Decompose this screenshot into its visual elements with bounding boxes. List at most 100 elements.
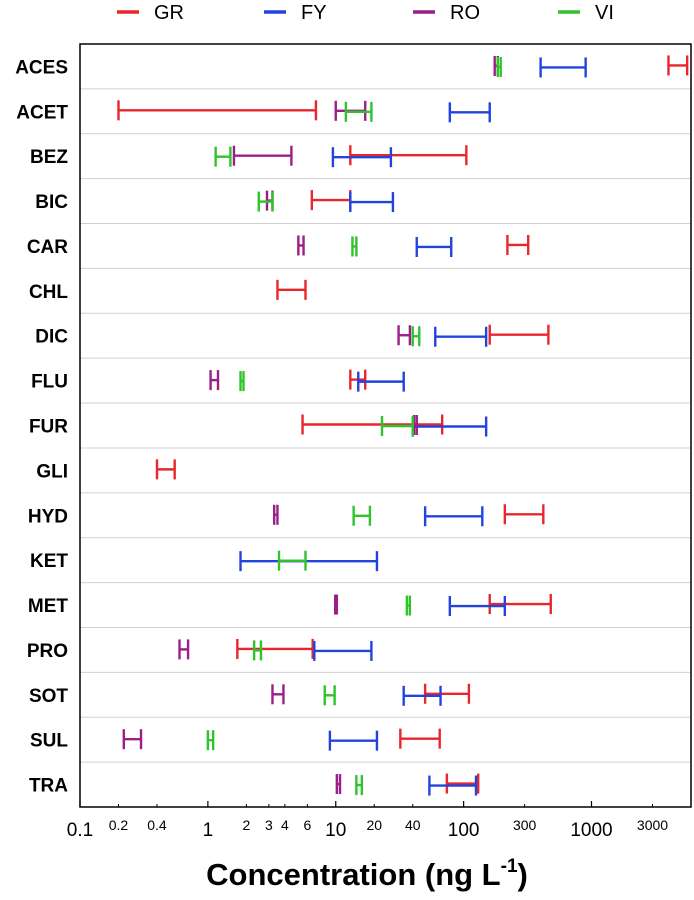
legend-item-vi: VI bbox=[558, 2, 614, 24]
category-label: KET bbox=[30, 551, 68, 572]
minor-tick-label: 2 bbox=[242, 817, 250, 833]
range-bar-fy-ket bbox=[239, 551, 379, 572]
plot-frame bbox=[79, 43, 692, 808]
legend-label: GR bbox=[154, 2, 184, 24]
category-label: DIC bbox=[35, 327, 68, 348]
range-bar-vi-flu bbox=[239, 371, 245, 392]
range-bar-ro-car bbox=[297, 235, 305, 256]
range-bar-gr-bez bbox=[349, 145, 468, 166]
major-tick-label: 1 bbox=[203, 820, 214, 841]
range-bar-gr-acet bbox=[117, 100, 318, 121]
minor-tick-label: 3 bbox=[265, 817, 273, 833]
category-label: CHL bbox=[29, 282, 68, 303]
range-bar-vi-bez bbox=[214, 146, 232, 167]
range-bar-gr-hyd bbox=[503, 504, 545, 525]
range-bar-fy-acet bbox=[448, 102, 491, 123]
range-bar-vi-aces bbox=[496, 56, 502, 77]
minor-tick-label: 40 bbox=[405, 817, 421, 833]
range-bar-ro-bez bbox=[232, 145, 293, 166]
range-bar-fy-fur bbox=[411, 416, 488, 437]
range-bar-gr-sot bbox=[423, 683, 471, 704]
range-bar-fy-sul bbox=[328, 730, 379, 751]
range-bar-fy-flu bbox=[357, 371, 405, 392]
category-label: SOT bbox=[29, 686, 68, 707]
range-bar-gr-car bbox=[506, 234, 530, 255]
major-tick-label: 100 bbox=[448, 820, 480, 841]
range-bar-fy-dic bbox=[434, 326, 488, 347]
x-axis: 0.1 1 10 100 1000 0.2 0.4 2 3 4 6 20 40 300 3000 bbox=[67, 801, 668, 841]
range-bar-vi-bic bbox=[257, 191, 274, 212]
minor-tick-label: 0.4 bbox=[147, 817, 167, 833]
category-rows: ACES ACET BEZ BIC CAR CHL DIC FLU FUR GLI HYD KET ME… bbox=[15, 57, 691, 797]
category-label: ACES bbox=[15, 57, 68, 78]
range-bar-gr-met bbox=[488, 594, 552, 615]
legend-item-fy: FY bbox=[264, 2, 327, 24]
category-label: ACET bbox=[16, 102, 68, 123]
legend-label: RO bbox=[450, 2, 480, 24]
range-bar-fy-sot bbox=[402, 685, 442, 706]
minor-tick-label: 4 bbox=[281, 817, 289, 833]
minor-tick-label: 300 bbox=[513, 817, 537, 833]
range-bar-fy-hyd bbox=[423, 506, 484, 527]
legend-item-ro: RO bbox=[413, 2, 480, 24]
major-tick-label: 0.1 bbox=[67, 820, 93, 841]
range-bar-fy-car bbox=[415, 236, 453, 257]
range-bar-gr-fur bbox=[301, 414, 444, 435]
minor-tick-label: 20 bbox=[366, 817, 382, 833]
range-bar-ro-met bbox=[333, 594, 339, 615]
range-bar-gr-chl bbox=[276, 279, 307, 300]
range-marks bbox=[117, 55, 689, 796]
range-bar-ro-dic bbox=[397, 325, 412, 346]
legend: GR FY RO VI bbox=[117, 2, 614, 24]
range-bar-gr-dic bbox=[488, 324, 550, 345]
range-bar-ro-flu bbox=[209, 370, 220, 391]
category-label: FUR bbox=[29, 417, 68, 438]
category-label: CAR bbox=[27, 237, 68, 258]
range-bar-vi-sul bbox=[206, 730, 215, 751]
minor-tick-label: 3000 bbox=[637, 817, 668, 833]
range-bar-gr-tra bbox=[445, 773, 480, 794]
range-bar-fy-tra bbox=[428, 775, 478, 796]
range-bar-vi-car bbox=[351, 236, 358, 257]
legend-label: VI bbox=[595, 2, 614, 24]
range-bar-fy-pro bbox=[313, 640, 373, 661]
category-label: PRO bbox=[27, 641, 68, 662]
category-label: BIC bbox=[35, 192, 68, 213]
category-label: SUL bbox=[30, 731, 68, 752]
range-bar-fy-bic bbox=[349, 192, 395, 213]
range-bar-vi-sot bbox=[323, 685, 336, 706]
range-bar-ro-sot bbox=[271, 684, 285, 705]
major-tick-label: 1000 bbox=[570, 820, 612, 841]
range-bar-vi-pro bbox=[252, 640, 263, 661]
range-bar-vi-dic bbox=[411, 326, 421, 347]
legend-label: FY bbox=[301, 2, 327, 24]
range-bar-fy-bez bbox=[331, 147, 393, 168]
x-axis-label: Concentration (ng L-1) bbox=[206, 856, 528, 892]
category-label: FLU bbox=[31, 372, 68, 393]
range-bar-gr-gli bbox=[155, 459, 176, 480]
range-bar-ro-fur bbox=[412, 415, 418, 435]
range-bar-vi-met bbox=[405, 595, 412, 616]
category-label: MET bbox=[28, 596, 69, 617]
range-bar-vi-hyd bbox=[352, 505, 372, 526]
range-bar-fy-met bbox=[448, 596, 507, 617]
range-bar-ro-tra bbox=[335, 774, 342, 795]
category-label: TRA bbox=[29, 776, 68, 797]
range-bar-gr-pro bbox=[236, 638, 314, 659]
range-bar-gr-aces bbox=[667, 55, 689, 76]
range-bar-ro-pro bbox=[178, 639, 190, 660]
category-label: GLI bbox=[36, 461, 68, 482]
minor-tick-label: 6 bbox=[303, 817, 311, 833]
minor-tick-label: 0.2 bbox=[109, 817, 129, 833]
category-label: HYD bbox=[28, 506, 68, 527]
range-bar-ro-sul bbox=[122, 729, 143, 750]
range-bar-fy-aces bbox=[539, 57, 587, 78]
range-bar-vi-tra bbox=[355, 775, 364, 796]
category-label: BEZ bbox=[30, 147, 68, 168]
range-bar-ro-hyd bbox=[272, 504, 279, 525]
range-bar-vi-fur bbox=[380, 416, 414, 436]
range-bar-gr-sul bbox=[399, 728, 441, 749]
legend-item-gr: GR bbox=[117, 2, 184, 24]
range-bar-vi-ket bbox=[277, 550, 307, 571]
